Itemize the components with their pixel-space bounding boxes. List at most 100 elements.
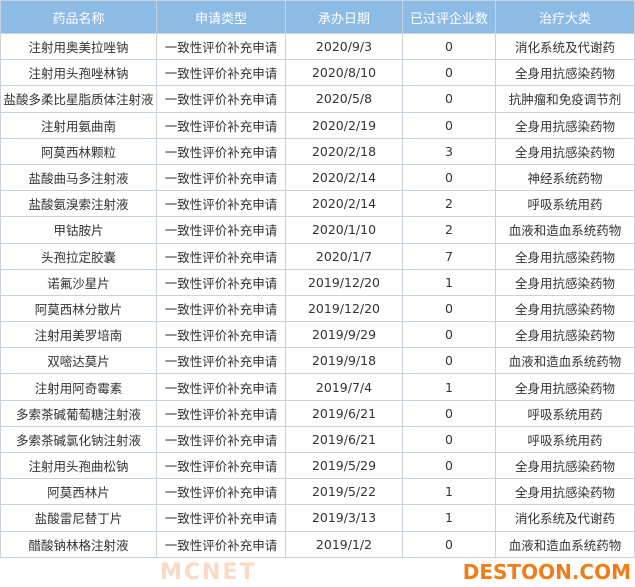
cell-approved-count: 2 xyxy=(402,216,496,244)
table-row: 多索茶碱氯化钠注射液 一致性评价补充申请 2019/6/21 0 呼吸系统用药 xyxy=(0,425,635,454)
cell-approved-count: 1 xyxy=(402,504,496,532)
cell-application-type: 一致性评价补充申请 xyxy=(156,478,286,506)
cell-therapy-category: 全身用抗感染药物 xyxy=(495,321,635,349)
cell-drug-name: 盐酸雷尼替丁片 xyxy=(0,504,157,532)
cell-accept-date: 2020/2/14 xyxy=(285,163,403,192)
cell-application-type: 一致性评价补充申请 xyxy=(156,321,286,349)
cell-accept-date: 2019/12/20 xyxy=(285,268,403,296)
cell-application-type: 一致性评价补充申请 xyxy=(156,294,286,323)
cell-accept-date: 2020/9/3 xyxy=(285,32,403,61)
cell-therapy-category: 全身用抗感染药物 xyxy=(495,137,635,165)
cell-drug-name: 双嘧达莫片 xyxy=(0,347,157,375)
cell-therapy-category: 呼吸系统用药 xyxy=(495,190,635,218)
cell-accept-date: 2019/9/29 xyxy=(285,321,403,349)
cell-approved-count: 7 xyxy=(402,242,496,270)
cell-application-type: 一致性评价补充申请 xyxy=(156,85,286,113)
table-row: 阿莫西林颗粒 一致性评价补充申请 2020/2/18 3 全身用抗感染药物 xyxy=(0,137,635,165)
cell-approved-count: 0 xyxy=(402,530,496,558)
cell-approved-count: 0 xyxy=(402,294,496,323)
cell-accept-date: 2019/6/21 xyxy=(285,425,403,454)
cell-therapy-category: 全身用抗感染药物 xyxy=(495,451,635,480)
cell-approved-count: 0 xyxy=(402,321,496,349)
cell-therapy-category: 血液和造血系统药物 xyxy=(495,530,635,558)
header-drug-name: 药品名称 xyxy=(0,0,157,34)
cell-therapy-category: 全身用抗感染药物 xyxy=(495,373,635,401)
cell-therapy-category: 全身用抗感染药物 xyxy=(495,478,635,506)
cell-accept-date: 2019/5/22 xyxy=(285,478,403,506)
cell-application-type: 一致性评价补充申请 xyxy=(156,530,286,558)
table-row: 注射用美罗培南 一致性评价补充申请 2019/9/29 0 全身用抗感染药物 xyxy=(0,321,635,349)
table-row: 多索茶碱葡萄糖注射液 一致性评价补充申请 2019/6/21 0 呼吸系统用药 xyxy=(0,399,635,427)
table-row: 注射用奥美拉唑钠 一致性评价补充申请 2020/9/3 0 消化系统及代谢药 xyxy=(0,32,635,61)
cell-drug-name: 盐酸多柔比星脂质体注射液 xyxy=(0,85,157,113)
cell-approved-count: 0 xyxy=(402,425,496,454)
cell-drug-name: 头孢拉定胶囊 xyxy=(0,242,157,270)
cell-approved-count: 2 xyxy=(402,190,496,218)
cell-drug-name: 阿莫西林颗粒 xyxy=(0,137,157,165)
cell-drug-name: 醋酸钠林格注射液 xyxy=(0,530,157,558)
cell-drug-name: 甲钴胺片 xyxy=(0,216,157,244)
cell-approved-count: 1 xyxy=(402,478,496,506)
cell-accept-date: 2019/6/21 xyxy=(285,399,403,427)
table-row: 阿莫西林分散片 一致性评价补充申请 2019/12/20 0 全身用抗感染药物 xyxy=(0,294,635,323)
cell-therapy-category: 消化系统及代谢药 xyxy=(495,32,635,61)
cell-application-type: 一致性评价补充申请 xyxy=(156,32,286,61)
table-row: 头孢拉定胶囊 一致性评价补充申请 2020/1/7 7 全身用抗感染药物 xyxy=(0,242,635,270)
cell-application-type: 一致性评价补充申请 xyxy=(156,190,286,218)
cell-application-type: 一致性评价补充申请 xyxy=(156,163,286,192)
cell-approved-count: 0 xyxy=(402,59,496,87)
drug-table: 药品名称 申请类型 承办日期 已过评企业数 治疗大类 注射用奥美拉唑钠 一致性评价补充申请… xyxy=(0,0,635,558)
header-accept-date: 承办日期 xyxy=(285,0,403,34)
table-row: 甲钴胺片 一致性评价补充申请 2020/1/10 2 血液和造血系统药物 xyxy=(0,216,635,244)
cell-therapy-category: 血液和造血系统药物 xyxy=(495,216,635,244)
cell-drug-name: 盐酸氨溴索注射液 xyxy=(0,190,157,218)
cell-accept-date: 2020/2/18 xyxy=(285,137,403,165)
cell-therapy-category: 全身用抗感染药物 xyxy=(495,294,635,323)
cell-approved-count: 0 xyxy=(402,163,496,192)
watermark-row: MCNET DESTOON.COM xyxy=(0,558,635,587)
cell-drug-name: 阿莫西林片 xyxy=(0,478,157,506)
cell-therapy-category: 全身用抗感染药物 xyxy=(495,242,635,270)
cell-approved-count: 0 xyxy=(402,32,496,61)
cell-application-type: 一致性评价补充申请 xyxy=(156,268,286,296)
cell-therapy-category: 全身用抗感染药物 xyxy=(495,111,635,139)
table-row: 注射用头孢唑林钠 一致性评价补充申请 2020/8/10 0 全身用抗感染药物 xyxy=(0,59,635,87)
cell-therapy-category: 全身用抗感染药物 xyxy=(495,268,635,296)
cell-accept-date: 2020/1/10 xyxy=(285,216,403,244)
cell-application-type: 一致性评价补充申请 xyxy=(156,59,286,87)
header-application-type: 申请类型 xyxy=(156,0,286,34)
cell-drug-name: 注射用奥美拉唑钠 xyxy=(0,32,157,61)
table-row: 双嘧达莫片 一致性评价补充申请 2019/9/18 0 血液和造血系统药物 xyxy=(0,347,635,375)
cell-therapy-category: 呼吸系统用药 xyxy=(495,425,635,454)
cell-drug-name: 注射用氨曲南 xyxy=(0,111,157,139)
cell-application-type: 一致性评价补充申请 xyxy=(156,425,286,454)
cell-application-type: 一致性评价补充申请 xyxy=(156,399,286,427)
cell-accept-date: 2019/7/4 xyxy=(285,373,403,401)
cell-accept-date: 2019/3/13 xyxy=(285,504,403,532)
cell-application-type: 一致性评价补充申请 xyxy=(156,347,286,375)
cell-therapy-category: 全身用抗感染药物 xyxy=(495,59,635,87)
header-approved-count: 已过评企业数 xyxy=(402,0,496,34)
watermark-center: MCNET xyxy=(160,559,257,585)
table-row: 盐酸曲马多注射液 一致性评价补充申请 2020/2/14 0 神经系统药物 xyxy=(0,163,635,192)
cell-application-type: 一致性评价补充申请 xyxy=(156,242,286,270)
table-row: 盐酸雷尼替丁片 一致性评价补充申请 2019/3/13 1 消化系统及代谢药 xyxy=(0,504,635,532)
cell-application-type: 一致性评价补充申请 xyxy=(156,216,286,244)
table-row: 阿莫西林片 一致性评价补充申请 2019/5/22 1 全身用抗感染药物 xyxy=(0,478,635,506)
cell-therapy-category: 神经系统药物 xyxy=(495,163,635,192)
cell-accept-date: 2020/2/14 xyxy=(285,190,403,218)
cell-accept-date: 2020/5/8 xyxy=(285,85,403,113)
table-row: 注射用氨曲南 一致性评价补充申请 2020/2/19 0 全身用抗感染药物 xyxy=(0,111,635,139)
cell-approved-count: 3 xyxy=(402,137,496,165)
cell-application-type: 一致性评价补充申请 xyxy=(156,111,286,139)
cell-accept-date: 2020/1/7 xyxy=(285,242,403,270)
cell-drug-name: 诺氟沙星片 xyxy=(0,268,157,296)
cell-drug-name: 盐酸曲马多注射液 xyxy=(0,163,157,192)
cell-approved-count: 0 xyxy=(402,347,496,375)
cell-accept-date: 2020/8/10 xyxy=(285,59,403,87)
cell-approved-count: 0 xyxy=(402,111,496,139)
table-row: 盐酸氨溴索注射液 一致性评价补充申请 2020/2/14 2 呼吸系统用药 xyxy=(0,190,635,218)
cell-accept-date: 2019/5/29 xyxy=(285,451,403,480)
cell-application-type: 一致性评价补充申请 xyxy=(156,373,286,401)
header-row: 药品名称 申请类型 承办日期 已过评企业数 治疗大类 xyxy=(0,0,635,34)
